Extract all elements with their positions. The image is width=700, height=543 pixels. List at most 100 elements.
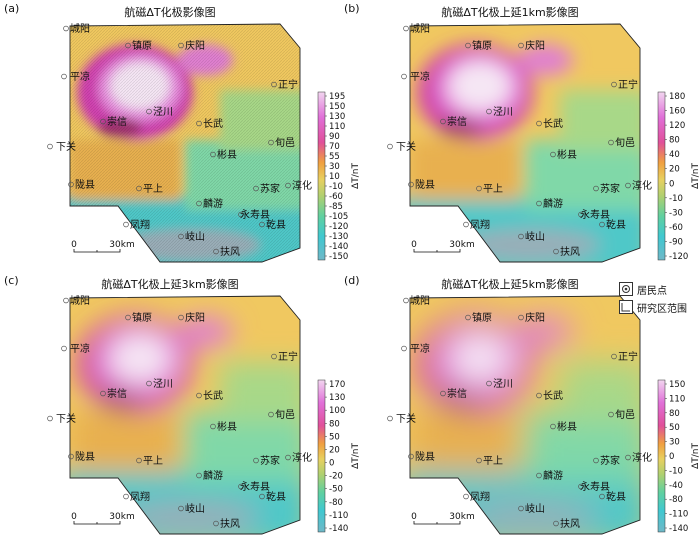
colorbar-tick-label: 20 [669, 165, 680, 175]
settlement-icon [136, 185, 142, 192]
colorbar-unit: ΔT/nT [351, 443, 361, 469]
colorbar-tick-label: -30 [669, 208, 683, 218]
settlement-icon [196, 472, 202, 479]
settlement-icon [125, 42, 131, 49]
settlement-icon [593, 185, 599, 192]
town-label: 庆阳 [525, 311, 545, 324]
town-label: 永寿县 [580, 208, 610, 221]
settlement-icon [625, 182, 631, 189]
town-label: 镇原 [132, 39, 152, 52]
town-label: 平上 [143, 455, 163, 467]
settlement-icon [578, 211, 584, 218]
town-label: 正宁 [618, 78, 638, 91]
settlement-marker: 镇原 [465, 39, 492, 52]
settlement-marker: 崇信 [100, 116, 127, 128]
settlement-marker: 泾川 [486, 377, 513, 390]
colorbar-tick-label: 110 [669, 394, 685, 404]
settlement-icon [285, 182, 291, 189]
colorbar-unit: ΔT/nT [691, 163, 700, 189]
settlement-icon [100, 390, 106, 397]
settlement-marker: 扶风 [213, 517, 240, 530]
town-label: 下关 [56, 412, 76, 425]
colorbar-tick-label: 30 [329, 162, 340, 172]
colorbar-tick-label: 120 [669, 121, 685, 131]
settlement-icon [440, 118, 446, 125]
settlement-marker: 淳化 [285, 179, 312, 192]
settlement-marker: 麟游 [536, 469, 563, 482]
panel-letter: (b) [344, 2, 360, 15]
legend-settlement: 居民点 [619, 280, 699, 298]
legend-label: 居民点 [637, 285, 667, 297]
town-label: 旬邑 [615, 136, 635, 149]
settlement-marker: 凤翔 [123, 218, 150, 231]
scale-distance: 30km [109, 240, 134, 250]
scale-zero: 0 [71, 512, 77, 522]
town-label: 长武 [203, 389, 223, 402]
study-area-boundary [409, 23, 641, 263]
settlement-marker: 永寿县 [578, 480, 610, 493]
settlement-icon [599, 221, 605, 228]
settlement-marker: 扶风 [553, 245, 580, 258]
settlement-marker: 庆阳 [518, 311, 545, 324]
settlement-marker: 陇县 [408, 450, 435, 463]
settlement-marker: 崇信 [100, 388, 127, 400]
colorbar-tick-label: -130 [329, 232, 348, 242]
settlement-icon [387, 143, 393, 150]
settlement-marker: 镇原 [125, 311, 152, 324]
settlement-icon [518, 42, 524, 49]
settlement-marker: 陇县 [408, 178, 435, 191]
settlement-icon [486, 380, 492, 387]
town-label: 下关 [56, 140, 76, 153]
scale-distance: 30km [449, 512, 474, 522]
scale-zero: 0 [411, 512, 417, 522]
settlement-icon [47, 143, 53, 150]
settlement-icon [268, 411, 274, 418]
settlement-icon [593, 457, 599, 464]
settlement-marker: 泾川 [146, 105, 173, 118]
settlement-icon [123, 493, 129, 500]
colorbar-tick-label: 70 [329, 142, 340, 152]
panel-letter: (d) [344, 274, 360, 287]
settlement-marker: 岐山 [178, 502, 205, 515]
settlement-marker: 下关 [387, 412, 416, 425]
settlement-icon [401, 345, 407, 352]
town-label: 永寿县 [240, 480, 270, 493]
colorbar-tick-label: -50 [329, 485, 343, 495]
settlement-icon [63, 297, 69, 304]
town-label: 扶风 [560, 517, 580, 530]
panel-d: (d) 航磁ΔT化极上延5km影像图 [340, 272, 690, 542]
settlement-icon [178, 233, 184, 240]
town-label: 旬邑 [275, 136, 295, 149]
panel-title: 航磁ΔT化极上延5km影像图 [441, 278, 579, 291]
colorbar-tick-label: 40 [669, 150, 680, 160]
settlement-icon [100, 118, 106, 125]
town-label: 陇县 [75, 178, 95, 191]
colorbar-tick-label: 160 [669, 107, 685, 117]
town-label: 凤翔 [130, 218, 150, 231]
settlement-icon [68, 181, 74, 188]
settlement-icon [403, 297, 409, 304]
settlement-marker: 彬县 [210, 420, 237, 433]
scale-distance: 30km [449, 240, 474, 250]
settlement-marker: 庆阳 [518, 39, 545, 52]
colorbar-tick-label: 170 [329, 380, 345, 390]
settlement-icon [196, 392, 202, 399]
settlement-icon [146, 380, 152, 387]
town-label: 彬县 [217, 148, 237, 161]
settlement-marker: 旬邑 [608, 136, 635, 149]
colorbar-tick-label: 50 [329, 432, 340, 442]
colorbar-tick-label: 180 [669, 92, 685, 102]
anomaly-image [410, 24, 640, 262]
settlement-marker: 扶风 [213, 245, 240, 258]
panel-a: (a) 航磁ΔT化极影像图 [0, 0, 350, 270]
settlement-marker: 彬县 [550, 148, 577, 161]
town-label: 正宁 [278, 78, 298, 91]
colorbar-tick-label: -80 [669, 495, 683, 505]
town-label: 泾川 [493, 377, 513, 390]
colorbar-tick-label: -110 [669, 510, 688, 520]
settlement-marker: 岐山 [178, 230, 205, 243]
town-label: 镇原 [472, 39, 492, 52]
settlement-marker: 旬邑 [268, 408, 295, 421]
scale-zero: 0 [411, 240, 417, 250]
